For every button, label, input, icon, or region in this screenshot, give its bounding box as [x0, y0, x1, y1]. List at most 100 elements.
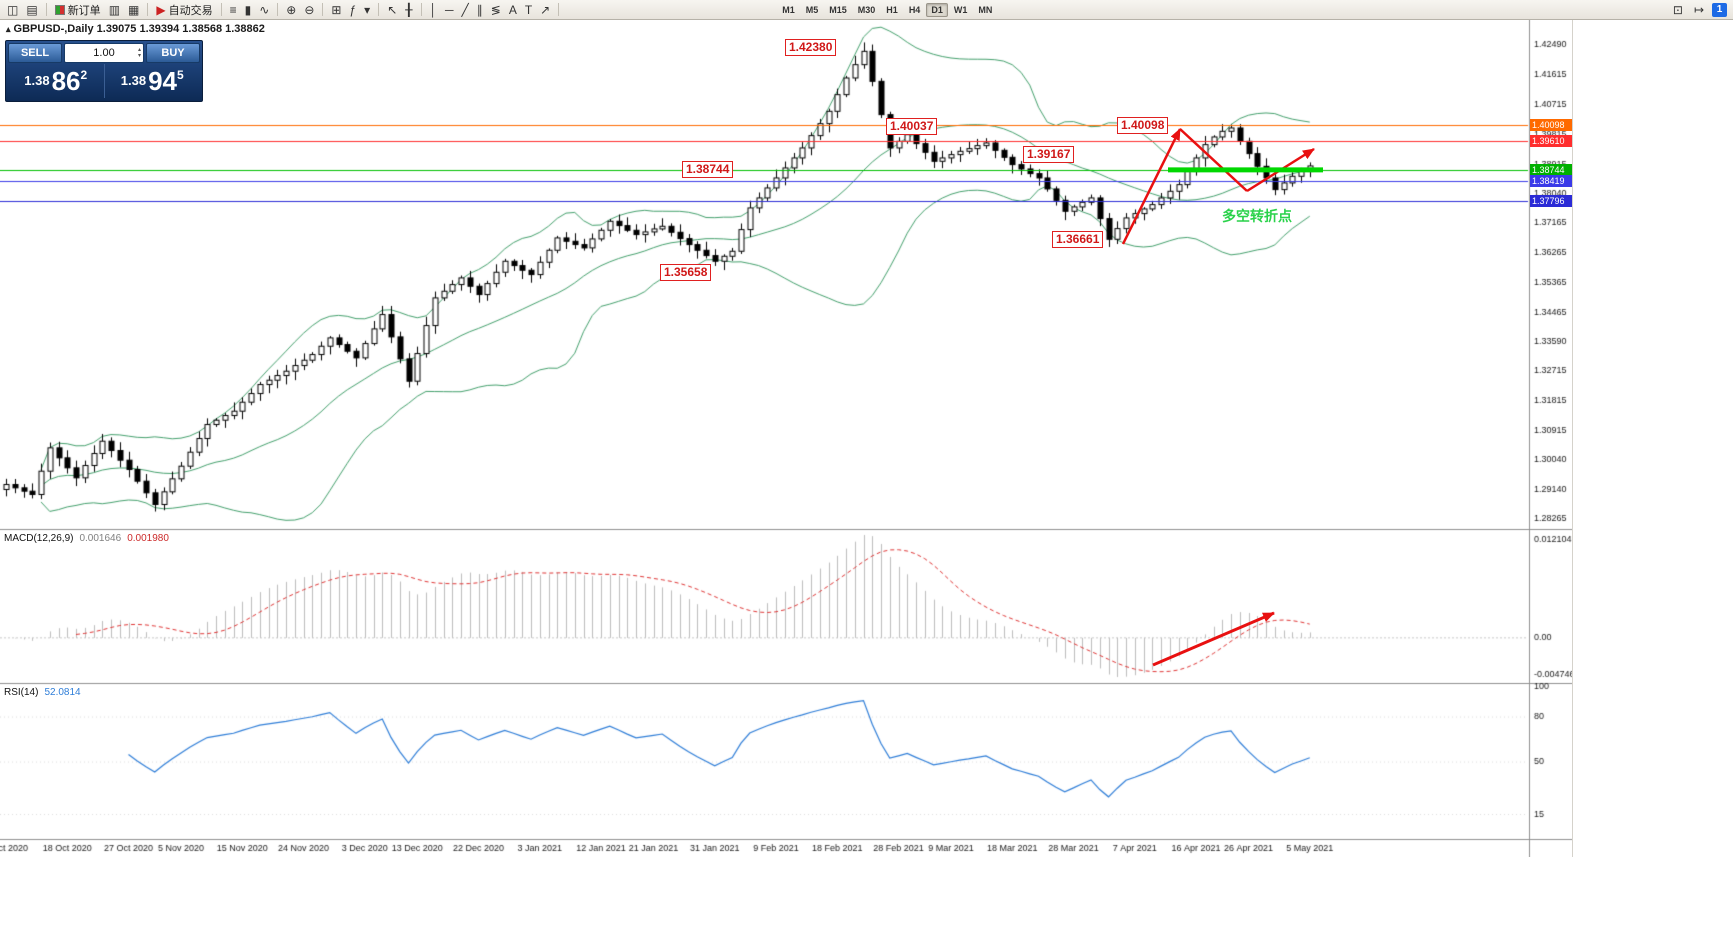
price-callout[interactable]: 1.36661 — [1052, 231, 1104, 248]
depth-of-market-icon[interactable]: ▦ — [125, 2, 142, 18]
indicators-dropdown-icon: ▾ — [364, 2, 371, 17]
timeframe-m1[interactable]: M1 — [782, 4, 795, 15]
timeframe-m5[interactable]: M5 — [805, 4, 819, 15]
indicators-icon[interactable]: ƒ — [346, 2, 359, 18]
candlestick-chart-icon[interactable]: ▮ — [242, 2, 255, 18]
new-order-icon — [54, 4, 65, 15]
crosshair-icon: ╂ — [405, 2, 413, 17]
chart-shift-icon[interactable]: ↦ — [1691, 2, 1707, 18]
arrows-tool-icon: ↗ — [540, 2, 551, 17]
timeframe-h4[interactable]: H4 — [908, 4, 921, 15]
vertical-line-icon: │ — [429, 2, 438, 17]
price-callout[interactable]: 1.39167 — [1023, 146, 1075, 163]
fibonacci-icon: ≶ — [490, 2, 501, 17]
price-level-badge: 1.38744 — [1530, 164, 1572, 176]
new-chart-icon: ◫ — [7, 2, 19, 17]
stepper-up-icon[interactable]: ▴ — [137, 47, 141, 53]
data-window-icon[interactable]: ⊡ — [1670, 2, 1686, 18]
bar-chart-icon[interactable]: ≡ — [227, 2, 240, 18]
timeframe-d1[interactable]: D1 — [926, 2, 948, 17]
tile-windows-icon[interactable]: ⊞ — [328, 2, 344, 18]
price-level-badge: 1.38419 — [1530, 175, 1572, 187]
price-callout[interactable]: 1.35658 — [660, 264, 712, 281]
macd-signal-value: 0.001980 — [127, 533, 169, 544]
one-click-trade-panel: SELL 1.00 ▴ ▾ BUY 1.38 86 2 1.38 94 5 — [5, 40, 203, 102]
zoom-in-icon: ⊕ — [286, 2, 297, 17]
auto-trading-button: ▶ — [156, 2, 166, 17]
ask-price-point: 5 — [177, 68, 184, 82]
profiles-icon[interactable]: ▤ — [23, 2, 40, 18]
toolbar-separator — [45, 3, 47, 16]
toolbar-left-group: ◫ ▤ 新订单 ▥ ▦ ▶ 自动交易 ≡ ▮ ∿ ⊕ ⊖ ⊞ ƒ ▾ ↖ ╂ │ ─ ╱ ∥ ≶ A T ↗ — [4, 2, 562, 18]
price-callout[interactable]: 1.40037 — [886, 118, 938, 135]
line-chart-icon[interactable]: ∿ — [256, 2, 272, 18]
ask-price: 1.38 94 5 — [103, 64, 201, 98]
text-label-icon: T — [524, 2, 533, 17]
price-callout[interactable]: 1.42380 — [785, 39, 837, 56]
toolbar-separator — [378, 3, 380, 16]
candlestick-chart-icon: ▮ — [244, 2, 252, 17]
timeframe-w1[interactable]: W1 — [953, 4, 968, 15]
vertical-line-icon[interactable]: │ — [427, 2, 441, 18]
arrows-tool-icon[interactable]: ↗ — [537, 2, 553, 18]
crosshair-icon[interactable]: ╂ — [402, 2, 415, 18]
bid-price: 1.38 86 2 — [8, 64, 104, 98]
macd-label: MACD(12,26,9) 0.001646 0.001980 — [4, 533, 169, 544]
stepper-down-icon[interactable]: ▾ — [137, 53, 141, 59]
equidistant-channel-icon[interactable]: ∥ — [474, 2, 486, 18]
volume-input[interactable]: 1.00 ▴ ▾ — [64, 43, 144, 63]
chart-shift-icon: ↦ — [1693, 2, 1704, 17]
notifications-badge[interactable]: 1 — [1712, 2, 1727, 17]
text-icon[interactable]: A — [506, 2, 520, 18]
chart-window-icon: ▥ — [108, 2, 121, 17]
volume-stepper[interactable]: ▴ ▾ — [138, 47, 141, 59]
new-order-button[interactable]: 新订单 — [52, 2, 104, 18]
timeframe-m30[interactable]: M30 — [857, 4, 876, 15]
price-callout[interactable]: 1.40098 — [1117, 117, 1169, 134]
indicators-dropdown-icon[interactable]: ▾ — [361, 2, 373, 18]
chart-title: ▴ GBPUSD-,Daily 1.39075 1.39394 1.38568 1… — [6, 23, 265, 35]
collapse-arrow-icon[interactable]: ▴ — [6, 24, 11, 34]
timeframe-m15[interactable]: M15 — [829, 4, 847, 15]
toolbar-separator — [220, 3, 222, 16]
tile-windows-icon: ⊞ — [331, 2, 342, 17]
zoom-in-icon[interactable]: ⊕ — [283, 2, 299, 18]
toolbar-separator — [558, 3, 560, 16]
text-label-icon[interactable]: T — [522, 2, 535, 18]
bid-price-point: 2 — [80, 68, 88, 82]
zoom-out-icon[interactable]: ⊖ — [301, 2, 317, 18]
cursor-icon[interactable]: ↖ — [384, 2, 400, 18]
macd-main-value: 0.001646 — [79, 533, 122, 544]
price-chart-canvas[interactable] — [0, 19, 1572, 857]
fibonacci-icon[interactable]: ≶ — [488, 2, 504, 18]
profiles-icon: ▤ — [26, 2, 38, 17]
price-callout[interactable]: 1.38744 — [682, 161, 734, 178]
horizontal-line-icon[interactable]: ─ — [442, 2, 457, 18]
trendline-icon[interactable]: ╱ — [459, 2, 472, 18]
macd-name: MACD(12,26,9) — [4, 533, 74, 544]
new-chart-icon[interactable]: ◫ — [4, 2, 21, 18]
auto-trading-button[interactable]: ▶ 自动交易 — [153, 2, 215, 18]
timeframe-mn[interactable]: MN — [978, 4, 993, 15]
chart-window-icon[interactable]: ▥ — [106, 2, 123, 18]
sell-button[interactable]: SELL — [8, 43, 62, 63]
toolbar: ◫ ▤ 新订单 ▥ ▦ ▶ 自动交易 ≡ ▮ ∿ ⊕ ⊖ ⊞ ƒ ▾ ↖ ╂ │ ─ ╱ ∥ ≶ A T ↗ M1 M5 M15 M3… — [0, 0, 1733, 20]
horizontal-line-icon: ─ — [445, 2, 454, 17]
depth-of-market-icon: ▦ — [128, 2, 140, 17]
chart-window: ▴ GBPUSD-,Daily 1.39075 1.39394 1.38568 1… — [0, 19, 1573, 857]
turning-point-annotation[interactable]: 多空转折点 — [1222, 208, 1292, 224]
bar-chart-icon: ≡ — [229, 2, 237, 17]
ask-price-pips: 94 — [148, 66, 178, 96]
volume-value: 1.00 — [93, 47, 115, 59]
timeframe-h1[interactable]: H1 — [886, 4, 898, 15]
price-level-badge: 1.40098 — [1530, 119, 1572, 131]
toolbar-separator — [322, 3, 324, 16]
timeframe-group: M1 M5 M15 M30 H1 H4 D1 W1 MN — [777, 2, 997, 17]
bid-price-pips: 86 — [51, 66, 81, 96]
auto-trading-button-label: 自动交易 — [168, 4, 213, 17]
data-window-icon: ⊡ — [1672, 2, 1683, 17]
zoom-out-icon: ⊖ — [304, 2, 315, 17]
bid-price-prefix: 1.38 — [24, 73, 50, 88]
buy-button[interactable]: BUY — [146, 43, 200, 63]
toolbar-separator — [147, 3, 149, 16]
